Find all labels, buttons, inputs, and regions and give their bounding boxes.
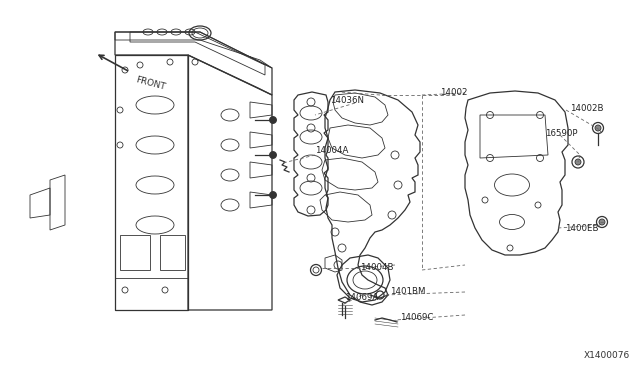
Text: 14002: 14002	[440, 87, 467, 96]
Circle shape	[269, 116, 276, 124]
Text: X1400076: X1400076	[584, 351, 630, 360]
Text: 14002B: 14002B	[570, 103, 604, 112]
Text: 14036N: 14036N	[330, 96, 364, 105]
Circle shape	[595, 125, 601, 131]
Circle shape	[269, 151, 276, 158]
Text: 14069A: 14069A	[345, 294, 378, 302]
Text: 14004B: 14004B	[360, 263, 394, 273]
Text: 14004A: 14004A	[315, 145, 348, 154]
Text: 1401BM: 1401BM	[390, 288, 426, 296]
Text: FRONT: FRONT	[135, 75, 167, 92]
Circle shape	[269, 192, 276, 199]
Text: 1400EB: 1400EB	[565, 224, 598, 232]
Circle shape	[575, 159, 581, 165]
Text: 16590P: 16590P	[545, 128, 577, 138]
Text: 14069C: 14069C	[400, 314, 433, 323]
Circle shape	[599, 219, 605, 225]
